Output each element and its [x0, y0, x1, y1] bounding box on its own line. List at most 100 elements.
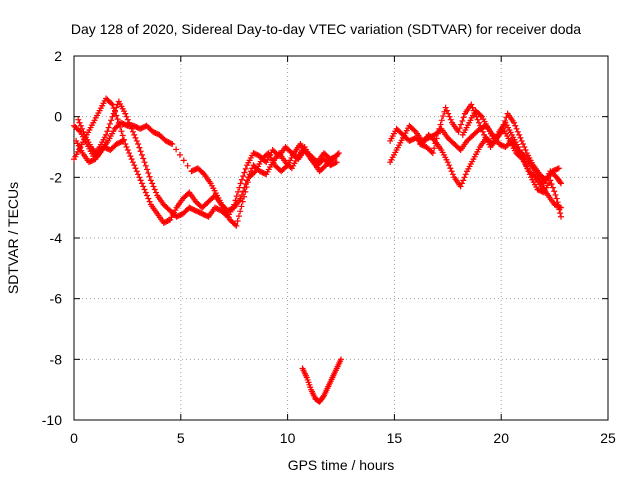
- data-point-track-c: [233, 222, 240, 229]
- data-point-track-d: [76, 119, 83, 126]
- y-tick-label: -2: [50, 169, 63, 185]
- data-point-track-i: [554, 165, 561, 172]
- data-point-track-a: [104, 128, 111, 135]
- data-point-track-f: [444, 159, 451, 166]
- data-point-track-i: [521, 144, 528, 150]
- data-point-track-h: [478, 125, 485, 132]
- data-point-track-a: [145, 170, 152, 177]
- data-point-track-h: [558, 204, 565, 211]
- data-point-track-h: [468, 101, 475, 108]
- data-point-track-a: [132, 134, 139, 141]
- y-tick-label: -8: [50, 351, 63, 367]
- data-point-track-a: [129, 128, 136, 135]
- data-point-track-f: [460, 177, 467, 184]
- data-point-track-h: [518, 154, 525, 161]
- data-point-track-f: [446, 162, 453, 169]
- data-point-track-i: [518, 137, 525, 144]
- data-point-track-b: [140, 183, 147, 190]
- data-point-track-c: [243, 184, 250, 191]
- data-point-track-b: [132, 165, 139, 172]
- data-point-track-h: [434, 130, 441, 137]
- data-point-track-c: [232, 221, 239, 228]
- data-point-track-h: [460, 114, 467, 121]
- data-point-track-a: [138, 151, 145, 158]
- data-point-track-b: [114, 116, 121, 123]
- data-point-track-a: [140, 155, 147, 162]
- data-point-track-f: [458, 180, 465, 187]
- data-point-track-c: [234, 218, 241, 225]
- data-point-track-b: [145, 195, 152, 202]
- x-tick-label: 0: [70, 430, 78, 446]
- data-point-track-b: [136, 174, 143, 181]
- data-point-track-i: [502, 117, 509, 124]
- data-point-track-c: [173, 146, 180, 153]
- axis-ticks: [73, 55, 609, 421]
- data-point-track-a: [124, 116, 131, 123]
- data-point-track-b: [124, 147, 131, 154]
- data-point-track-i: [555, 165, 562, 172]
- data-point-track-a: [236, 184, 243, 191]
- data-point-track-a: [144, 166, 151, 173]
- x-axis-label: GPS time / hours: [288, 457, 395, 473]
- data-point-track-i: [512, 122, 519, 129]
- data-point-track-g: [520, 151, 527, 158]
- data-point-track-h: [436, 125, 443, 132]
- data-point-track-c: [176, 151, 183, 158]
- y-tick-label: -6: [50, 291, 63, 307]
- data-point-track-b: [165, 217, 172, 224]
- data-point-track-a: [142, 162, 149, 169]
- data-point-track-h: [431, 145, 438, 152]
- data-point-track-b: [237, 195, 244, 202]
- data-point-track-c: [244, 179, 251, 186]
- y-tick-label: -10: [42, 412, 62, 428]
- data-point-track-f: [457, 183, 464, 190]
- data-point-track-a: [147, 177, 154, 184]
- data-point-track-c: [235, 213, 242, 220]
- data-point-track-d: [118, 138, 125, 145]
- data-point-track-f: [551, 188, 558, 195]
- data-point-track-b: [127, 153, 134, 160]
- data-point-track-b: [109, 101, 116, 108]
- data-point-track-h: [429, 150, 436, 157]
- data-point-track-b: [138, 180, 145, 187]
- data-point-track-a: [105, 124, 112, 131]
- data-point-track-i: [477, 112, 484, 119]
- data-point-track-a: [106, 120, 113, 127]
- x-tick-label: 25: [600, 430, 616, 446]
- data-point-track-a: [108, 117, 115, 124]
- data-point-track-e: [338, 356, 344, 363]
- data-point-track-f: [448, 168, 455, 175]
- data-point-track-h: [455, 128, 462, 135]
- data-point-track-a: [242, 165, 249, 172]
- data-point-track-g: [411, 127, 418, 134]
- data-point-track-a: [137, 148, 144, 155]
- data-point-track-b: [122, 140, 129, 147]
- data-point-track-a: [136, 144, 143, 151]
- data-point-track-a: [153, 189, 160, 196]
- data-point-track-h: [440, 113, 447, 120]
- data-point-track-a: [122, 110, 129, 117]
- data-point-track-g: [557, 179, 564, 186]
- data-point-track-h: [475, 119, 482, 126]
- data-point-track-i: [519, 140, 526, 147]
- tick-labels: 0 5 10 15 20 25 -10 -8 -6 -4 -2 0 2: [42, 48, 616, 446]
- data-point-track-a: [237, 180, 244, 187]
- data-point-track-h: [458, 121, 465, 128]
- data-point-track-c: [241, 193, 248, 200]
- data-point-track-c: [251, 169, 258, 176]
- data-point-track-h: [438, 117, 445, 124]
- data-point-track-b: [110, 105, 117, 112]
- data-point-track-i: [517, 134, 524, 141]
- chart-title: Day 128 of 2020, Sidereal Day-to-day VTE…: [71, 21, 581, 37]
- data-point-track-a: [131, 131, 138, 138]
- data-point-track-c: [167, 140, 174, 147]
- grid-lines: [74, 56, 608, 420]
- data-point-track-f: [548, 181, 555, 188]
- data-point-track-b: [142, 189, 149, 196]
- data-point-track-b: [119, 132, 126, 139]
- data-points: [71, 95, 565, 405]
- data-point-track-f: [553, 195, 560, 202]
- data-point-track-c: [180, 157, 187, 164]
- data-point-track-b: [333, 159, 340, 166]
- x-tick-label: 5: [177, 430, 185, 446]
